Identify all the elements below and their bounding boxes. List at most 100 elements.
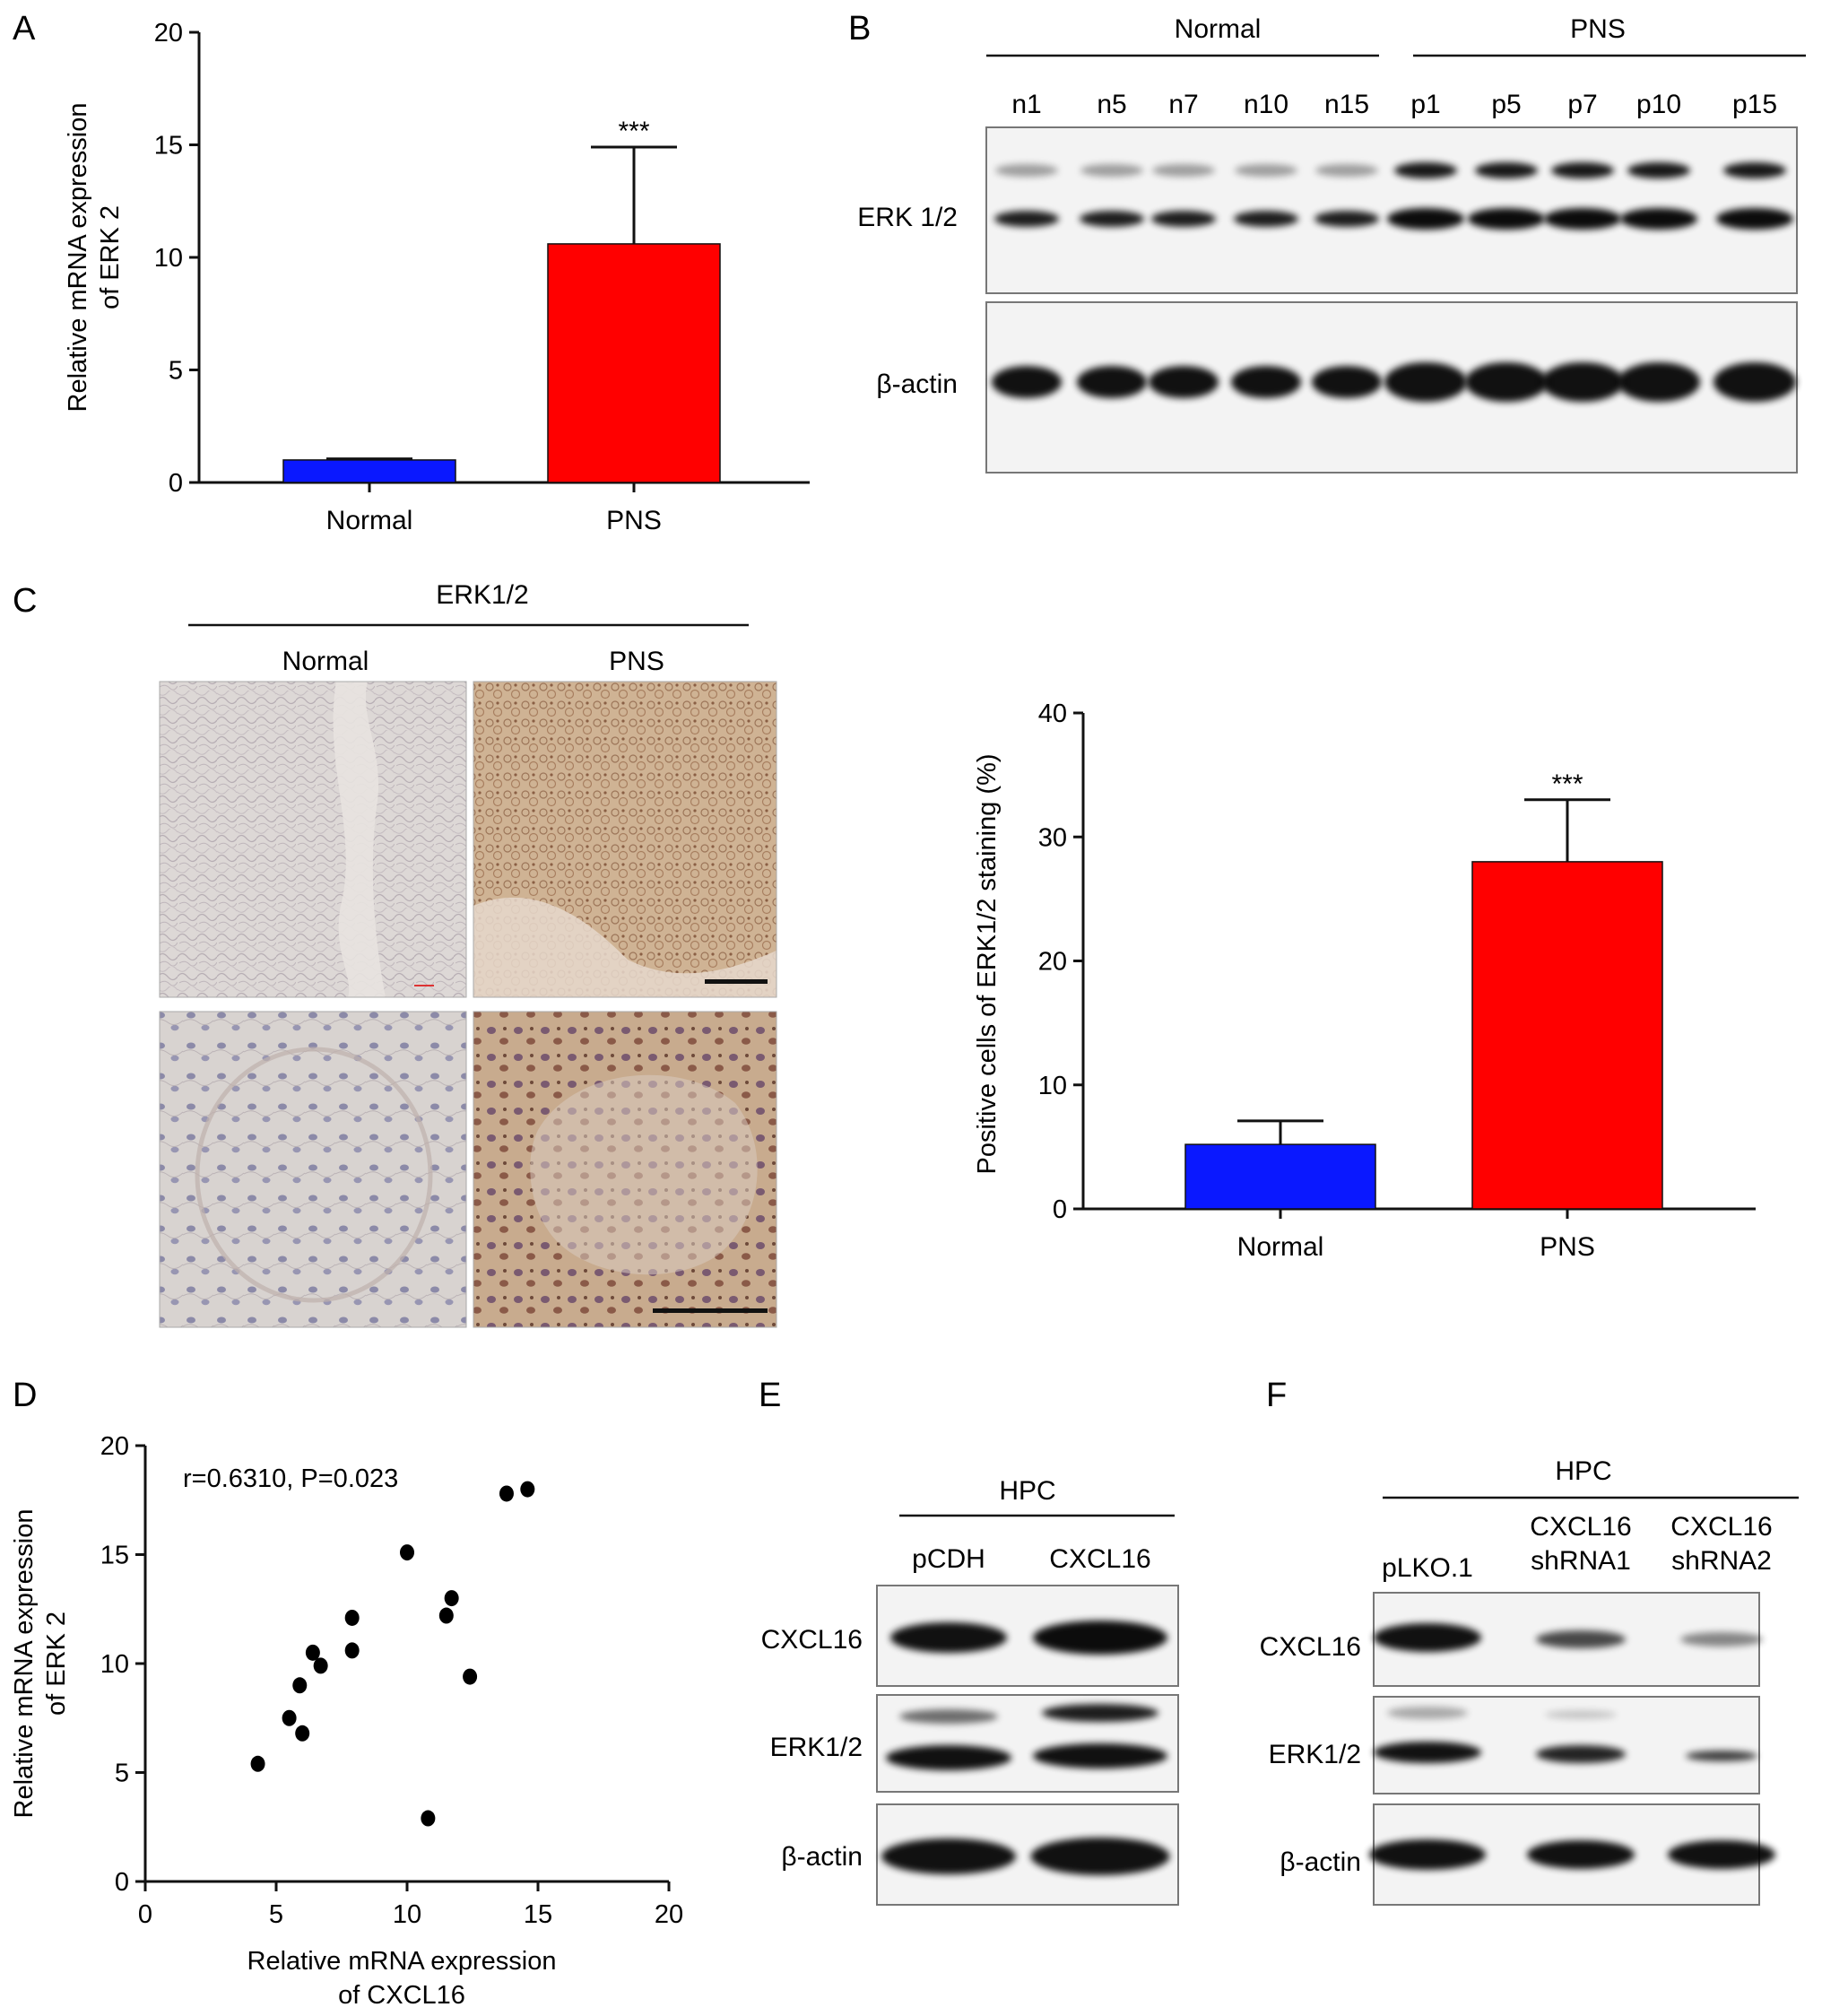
blot-band — [1369, 1839, 1486, 1870]
lane-label: n1 — [1011, 90, 1041, 119]
ihc-image-pns-low — [473, 681, 777, 998]
lane-label: pCDH — [912, 1544, 985, 1574]
scatter-point — [282, 1709, 297, 1726]
y-axis-label-line: Relative mRNA expression — [64, 103, 92, 413]
y-axis-label-line: Relative mRNA expression — [10, 1509, 39, 1819]
x-tick-label: 15 — [524, 1900, 552, 1929]
ihc-image-pns-high — [473, 1011, 777, 1328]
blot-band — [886, 1745, 1011, 1770]
row-label: CXCL16 — [761, 1625, 863, 1655]
bar-normal — [1184, 1143, 1376, 1210]
scatter-point — [438, 1607, 454, 1624]
blot-band — [1545, 1710, 1617, 1719]
blot-band — [1374, 1623, 1481, 1652]
y-axis-label-line: of ERK 2 — [42, 1612, 71, 1716]
blot-band — [1723, 162, 1786, 178]
blot-band — [1151, 211, 1216, 227]
lane-label-line2: shRNA2 — [1671, 1546, 1772, 1576]
row-label-actin: β-actin — [876, 369, 958, 399]
blot-band — [881, 1838, 1016, 1874]
group-label-hpc: HPC — [1555, 1456, 1611, 1486]
panel-d: D 0 5 10 15 20 0 5 10 15 20 r=0.6310, P=0.023 Relat… — [10, 1377, 683, 2010]
y-tick-label: 0 — [169, 469, 183, 498]
panel-letter: C — [13, 582, 37, 620]
blot-band — [1149, 366, 1219, 398]
lane-label: p10 — [1636, 90, 1681, 119]
scatter-point — [499, 1485, 514, 1502]
blot-band — [1551, 162, 1614, 178]
blot-band — [1475, 162, 1538, 178]
stain-title: ERK1/2 — [436, 580, 528, 610]
scatter-point — [292, 1677, 308, 1694]
lane-label: n10 — [1244, 90, 1288, 119]
significance-label: *** — [1551, 769, 1583, 799]
blot-band — [1668, 1840, 1775, 1869]
y-axis-label-line: of ERK 2 — [96, 205, 125, 309]
x-axis-label-line: of CXCL16 — [338, 1981, 465, 2010]
row-label: CXCL16 — [1260, 1632, 1361, 1662]
scatter-point — [444, 1590, 459, 1607]
y-tick-label: 10 — [1038, 1072, 1067, 1100]
blot-band — [1527, 1840, 1635, 1869]
blot-band — [995, 164, 1058, 177]
western-blot-knockdown: HPC pLKO.1 CXCL16 shRNA1 CXCL16 shRNA2 CXCL16 E… — [1260, 1456, 1799, 1906]
blot-band — [1627, 162, 1690, 178]
blot-band — [1080, 164, 1143, 177]
x-tick-label: Normal — [326, 506, 413, 535]
blot-band — [1714, 362, 1796, 402]
blot-band — [1312, 366, 1382, 398]
ihc-image-normal-high — [159, 1011, 467, 1328]
y-axis-label: Positive cells of ERK1/2 staining (%) — [973, 753, 1002, 1174]
blot-band — [1544, 208, 1621, 230]
blot-band — [1042, 1704, 1158, 1722]
y-tick-label: 10 — [100, 1650, 129, 1679]
y-tick-label: 15 — [100, 1542, 129, 1570]
panel-letter: D — [13, 1377, 37, 1414]
scatter-point — [305, 1644, 320, 1661]
scatter-point — [313, 1657, 328, 1674]
x-tick-label: 5 — [269, 1900, 283, 1929]
blot-band — [1314, 211, 1379, 227]
blot-band — [1315, 164, 1378, 177]
blot-band — [890, 1622, 1007, 1653]
blot-band — [1080, 211, 1144, 227]
lane-label-line2: shRNA1 — [1531, 1546, 1631, 1576]
y-tick-label: 10 — [154, 244, 183, 273]
panel-f: F HPC pLKO.1 CXCL16 shRNA1 CXCL16 shRNA2 CXCL1… — [1260, 1377, 1799, 1906]
x-tick-label: 20 — [655, 1900, 683, 1929]
x-tick-label: Normal — [1237, 1232, 1324, 1262]
y-axis-label: Relative mRNA expression of ERK 2 — [64, 103, 125, 413]
y-tick-label: 15 — [154, 132, 183, 161]
lane-label-line1: CXCL16 — [1670, 1512, 1772, 1542]
bar-pns — [1471, 861, 1663, 1210]
y-tick-label: 20 — [1038, 948, 1067, 977]
scatter-point — [344, 1609, 360, 1626]
blot-band — [1387, 1707, 1468, 1719]
scatter-point — [295, 1725, 310, 1742]
blot-band — [1384, 362, 1467, 402]
group-label-normal: Normal — [1175, 14, 1262, 44]
blot-band — [1465, 362, 1548, 402]
blot-band — [1234, 211, 1298, 227]
y-tick-label: 20 — [154, 19, 183, 48]
lane-label: p15 — [1732, 90, 1777, 119]
blot-band — [1468, 208, 1545, 230]
blot-band — [1620, 208, 1697, 230]
y-tick-label: 5 — [169, 357, 183, 386]
lane-label-line1: CXCL16 — [1530, 1512, 1631, 1542]
row-label: ERK1/2 — [1269, 1740, 1361, 1769]
column-label-normal: Normal — [282, 647, 369, 676]
blot-band — [1152, 164, 1215, 177]
blot-band — [1541, 362, 1624, 402]
scatter-point — [463, 1668, 478, 1685]
bar-chart-erk-positive-cells: 0 10 20 30 40 Normal PNS *** Positive cells of E… — [973, 700, 1756, 1262]
row-label-erk: ERK 1/2 — [857, 203, 958, 232]
blot-band — [1030, 1838, 1170, 1875]
x-tick-label: PNS — [606, 506, 662, 535]
bar-chart-erk2-mrna: 0 5 10 15 20 Normal PNS *** Relative mRNA expres… — [64, 19, 810, 535]
significance-label: *** — [618, 117, 649, 146]
panel-letter: B — [848, 10, 871, 48]
western-blot-tissue: Normal PNS n1 n5 n7 n10 n15 p1 p5 p7 p10 p15 ERK 1/2… — [857, 14, 1806, 474]
scatter-chart-cxcl16-vs-erk2: 0 5 10 15 20 0 5 10 15 20 r=0.6310, P=0.023 Relativ… — [10, 1432, 683, 2010]
